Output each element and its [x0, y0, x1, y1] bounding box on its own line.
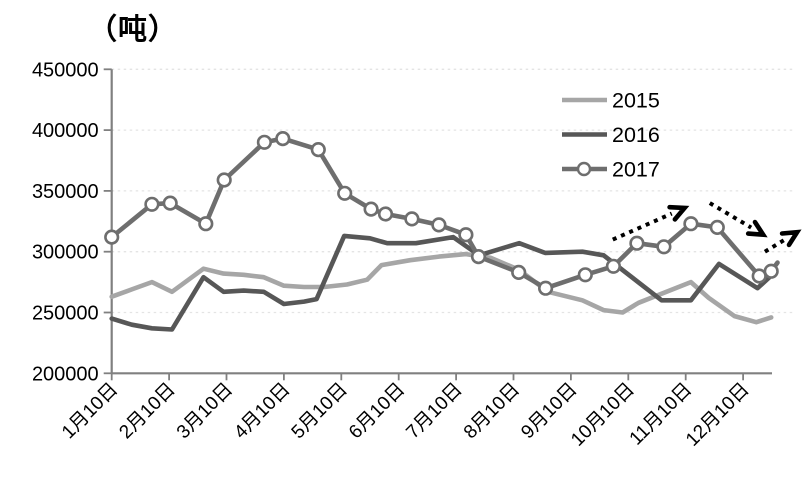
trend-arrowhead-2: [745, 219, 768, 238]
y-tick-label: 200000: [32, 363, 99, 385]
y-tick-label: 250000: [32, 303, 99, 325]
data-point-2017: [363, 201, 379, 217]
series-line-2015: [109, 251, 774, 325]
data-point-2017: [763, 263, 779, 279]
data-point-2017: [511, 264, 527, 281]
y-tick-label: 400000: [32, 120, 99, 142]
legend-label-2015: 2015: [612, 89, 660, 113]
data-point-2017: [577, 267, 593, 283]
x-tick-label: 12月10日: [682, 379, 754, 451]
y-tick-label: 300000: [32, 242, 99, 264]
data-point-2017: [404, 211, 420, 227]
data-point-2017: [470, 249, 487, 265]
x-tick-label: 5月10日: [288, 379, 352, 443]
x-tick-label: 7月10日: [402, 379, 466, 443]
legend-label-2017: 2017: [612, 158, 660, 182]
y-tick-label: 350000: [32, 181, 99, 203]
trend-arrow-line-1: [611, 211, 673, 242]
x-tick-label: 10月10日: [567, 379, 639, 451]
data-point-2017: [683, 216, 699, 232]
data-point-2017: [198, 216, 214, 232]
legend-marker-2017: [576, 161, 592, 177]
trend-arrow-line-3: [763, 237, 787, 254]
x-tick-label: 2月10日: [115, 379, 179, 443]
data-point-2017: [216, 172, 232, 188]
data-point-2017: [629, 235, 645, 251]
data-point-2017: [605, 258, 622, 274]
chart-title: （吨）: [88, 14, 179, 46]
x-tick-label: 1月10日: [58, 379, 122, 443]
data-point-2017: [256, 134, 273, 150]
trend-arrowhead-1: [667, 204, 690, 222]
data-point-2017: [431, 217, 447, 233]
x-tick-label: 8月10日: [460, 379, 524, 443]
series-line-2016: [109, 233, 778, 332]
trend-arrowhead-3: [779, 229, 802, 248]
data-point-2017: [275, 131, 291, 147]
data-point-2017: [104, 229, 120, 245]
data-point-2017: [162, 195, 178, 211]
data-point-2017: [458, 227, 474, 243]
data-point-2017: [656, 239, 672, 255]
data-point-2017: [310, 142, 326, 158]
y-tick-label: 450000: [32, 59, 99, 81]
legend-label-2016: 2016: [612, 123, 660, 147]
data-point-2017: [377, 206, 394, 222]
data-point-2017: [751, 268, 767, 284]
x-tick-label: 3月10日: [173, 379, 237, 443]
data-point-2017: [337, 185, 353, 201]
x-tick-label: 4月10日: [230, 379, 294, 443]
x-tick-label: 6月10日: [345, 379, 409, 443]
data-point-2017: [144, 196, 160, 212]
data-point-2017: [537, 280, 554, 296]
data-point-2017: [709, 219, 725, 235]
